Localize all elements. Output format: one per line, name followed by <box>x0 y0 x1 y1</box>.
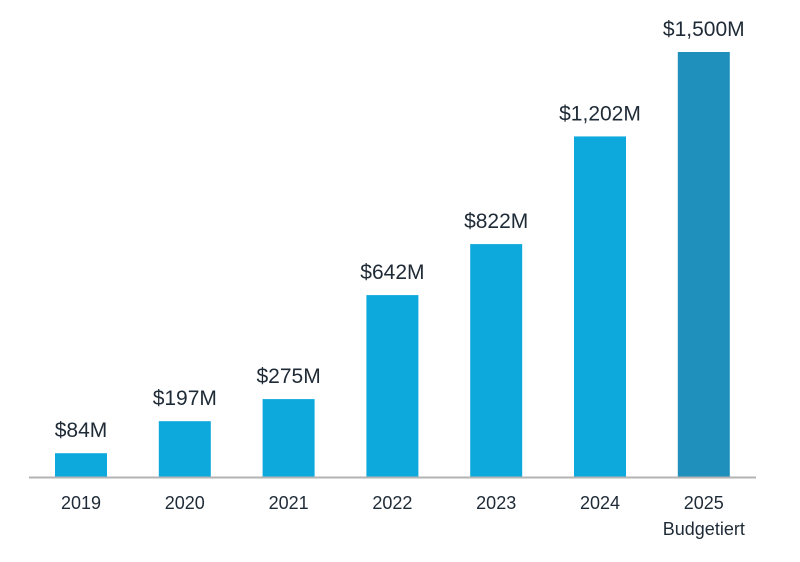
x-tick-label-2025: 2025 <box>684 493 724 513</box>
data-label-2020: $197M <box>153 387 217 410</box>
x-tick-label-2019: 2019 <box>61 493 101 513</box>
bar-2022 <box>366 295 419 477</box>
data-label-2023: $822M <box>464 210 528 233</box>
bar-2024 <box>574 136 626 477</box>
x-tick-label-2020: 2020 <box>165 493 205 513</box>
bar-2025 <box>677 52 730 477</box>
bar-2019 <box>55 453 107 477</box>
x-tick-label-2021: 2021 <box>269 493 309 513</box>
x-tick-label-2022: 2022 <box>372 493 412 513</box>
bars-group <box>55 52 730 477</box>
bar-2021 <box>262 399 315 477</box>
bar-2020 <box>158 421 211 477</box>
x-tick-sublabel-2025: Budgetiert <box>663 519 745 539</box>
data-label-2022: $642M <box>360 261 424 284</box>
data-label-2024: $1,202M <box>559 102 641 125</box>
data-label-2025: $1,500M <box>663 18 745 41</box>
data-label-2019: $84M <box>55 419 108 442</box>
x-tick-label-2023: 2023 <box>476 493 516 513</box>
bar-2023 <box>470 244 523 477</box>
x-tick-label-2024: 2024 <box>580 493 620 513</box>
labels-group: $84M 2019 $197M 2020 $275M 2021 $642M 2022 $822M… <box>55 18 745 539</box>
data-label-2021: $275M <box>256 365 320 388</box>
